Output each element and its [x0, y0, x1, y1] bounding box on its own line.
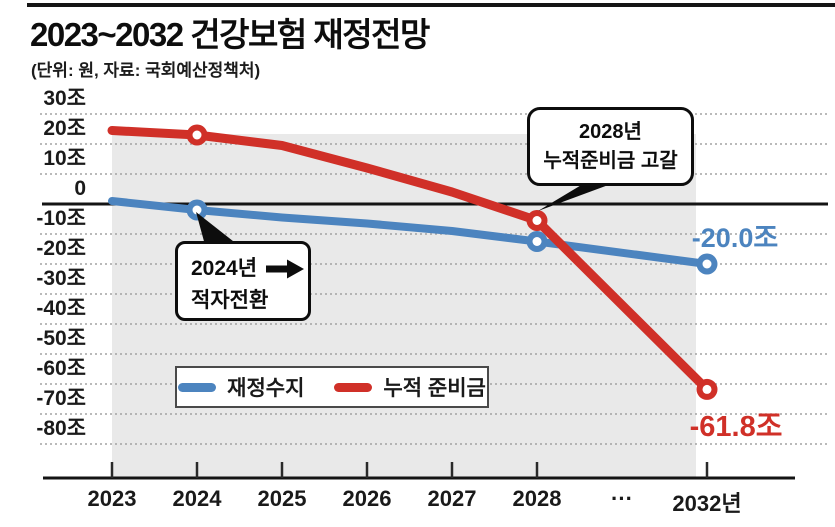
y-axis-label-30조: 30조: [43, 87, 86, 110]
data-label-fiscal-balance-2032: -20.0조: [691, 223, 779, 253]
data-label-reserve-2032: -61.8조: [689, 411, 783, 443]
marker-inner-누적 준비금-2032년: [702, 384, 712, 394]
callout-depletion-text: 누적준비금 고갈: [543, 149, 678, 172]
x-axis-label-2026: 2026: [342, 486, 392, 511]
x-axis-label-···: ···: [611, 486, 633, 511]
marker-inner-재정수지-2032년: [702, 259, 712, 269]
callout-deficit-text: 적자전환: [191, 288, 269, 312]
y-axis-label--60조: -60조: [36, 357, 86, 380]
callout-depletion-year: 2028년: [579, 120, 642, 143]
x-axis-label-2027: 2027: [427, 486, 477, 511]
legend-label-fiscal-balance: 재정수지: [227, 377, 305, 400]
y-axis-label-0: 0: [74, 177, 86, 200]
callout-deficit-turn-2024: 2024년 적자전환: [175, 241, 311, 321]
top-rule: [27, 3, 835, 7]
callout-deficit-year: 2024년: [191, 257, 258, 280]
y-axis-label--20조: -20조: [36, 237, 86, 260]
y-axis-label--50조: -50조: [36, 327, 86, 350]
y-axis-label-10조: 10조: [43, 147, 86, 170]
x-axis-label-2032년: 2032년: [672, 491, 742, 516]
legend-label-reserve: 누적 준비금: [383, 377, 486, 400]
marker-inner-누적 준비금-2024: [192, 130, 202, 140]
chart-title: 2023~2032 건강보험 재정전망: [30, 16, 430, 53]
legend-item-fiscal-balance: 재정수지: [178, 372, 304, 402]
callout-reserve-depletion-2028: 2028년 누적준비금 고갈: [527, 107, 694, 186]
y-axis-label--70조: -70조: [36, 387, 86, 410]
marker-inner-누적 준비금-2028: [532, 216, 542, 225]
y-axis-label--10조: -10조: [36, 207, 86, 230]
legend-box: 재정수지 누적 준비금: [175, 366, 489, 408]
y-axis-label--40조: -40조: [36, 297, 86, 320]
right-arrow-icon: [265, 258, 305, 280]
y-axis-label--30조: -30조: [36, 267, 86, 290]
x-axis-label-2024: 2024: [172, 486, 222, 511]
marker-inner-재정수지-2028: [532, 237, 542, 246]
x-axis-label-2025: 2025: [257, 486, 307, 511]
y-axis-label-20조: 20조: [43, 117, 86, 140]
fiscal-balance-line-swatch-icon: [178, 382, 217, 392]
x-axis-label-2023: 2023: [87, 486, 137, 511]
legend-item-reserve: 누적 준비금: [334, 372, 486, 402]
chart-subtitle: (단위: 원, 자료: 국회예산정책처): [31, 61, 261, 80]
x-axis-label-2028: 2028: [512, 486, 562, 511]
y-axis-label--80조: -80조: [36, 417, 86, 440]
reserve-line-swatch-icon: [334, 382, 373, 392]
marker-inner-재정수지-2024: [192, 205, 202, 215]
callout-deficit-pointer-icon: [196, 212, 238, 245]
callout-depletion-pointer-icon: [538, 184, 611, 211]
